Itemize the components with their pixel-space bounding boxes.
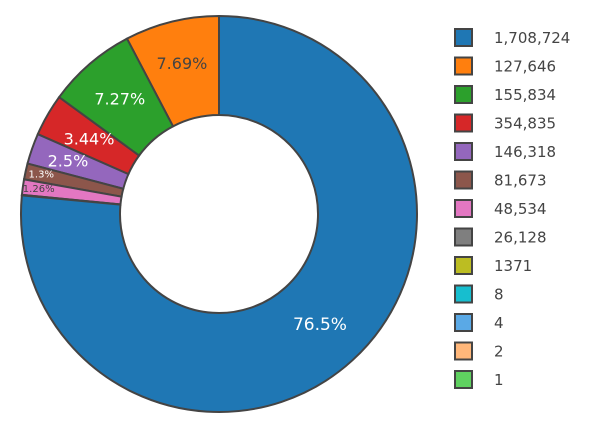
legend-item-0[interactable]: 1,708,724 xyxy=(454,28,570,47)
legend-label: 26,128 xyxy=(494,229,547,247)
slice-label-6: 1.26% xyxy=(23,184,55,195)
legend-swatch xyxy=(454,284,473,304)
legend-label: 127,646 xyxy=(494,58,556,76)
legend-label: 2 xyxy=(494,343,504,361)
legend-swatch xyxy=(454,370,473,389)
legend-item-3[interactable]: 354,835 xyxy=(454,113,556,133)
legend-label: 1371 xyxy=(494,257,532,275)
legend-swatch xyxy=(454,28,473,47)
legend-label: 146,318 xyxy=(494,143,556,161)
legend-swatch xyxy=(454,227,473,247)
legend-label: 4 xyxy=(494,314,504,332)
legend-label: 48,534 xyxy=(494,200,547,218)
legend-item-7[interactable]: 26,128 xyxy=(454,227,547,247)
slice-0[interactable] xyxy=(20,14,418,413)
slice-label-5: 1.3% xyxy=(29,169,54,180)
legend-label: 81,673 xyxy=(494,172,547,190)
legend-label: 155,834 xyxy=(494,86,556,104)
legend-item-4[interactable]: 146,318 xyxy=(454,142,556,161)
legend-item-6[interactable]: 48,534 xyxy=(454,199,547,218)
legend: 1,708,724 127,646 155,834 354,835 146,318 81,… xyxy=(454,28,570,389)
legend-swatch xyxy=(454,113,473,133)
legend-item-1[interactable]: 127,646 xyxy=(454,56,556,76)
slice-label-1: 7.69% xyxy=(157,54,208,73)
legend-item-5[interactable]: 81,673 xyxy=(454,170,547,190)
legend-label: 1,708,724 xyxy=(494,29,570,47)
legend-item-8[interactable]: 1371 xyxy=(454,256,532,275)
legend-swatch xyxy=(454,199,473,218)
slice-label-4: 2.5% xyxy=(48,152,89,171)
legend-swatch xyxy=(454,313,473,332)
legend-item-10[interactable]: 4 xyxy=(454,313,504,332)
legend-item-9[interactable]: 8 xyxy=(454,284,504,304)
legend-label: 1 xyxy=(494,371,504,389)
legend-item-11[interactable]: 2 xyxy=(454,341,504,361)
slice-labels: 7.69% 7.27% 3.44% 2.5%1.3% 1.26% 76.5% xyxy=(23,54,347,335)
slice-label-2: 7.27% xyxy=(94,89,145,108)
legend-label: 8 xyxy=(494,286,504,304)
legend-swatch xyxy=(454,256,473,275)
legend-swatch xyxy=(454,85,473,104)
legend-label: 354,835 xyxy=(494,115,556,133)
legend-swatch xyxy=(454,142,473,161)
slice-label-3: 3.44% xyxy=(64,130,115,149)
legend-item-2[interactable]: 155,834 xyxy=(454,85,556,104)
slices xyxy=(20,14,418,413)
legend-swatch xyxy=(454,56,473,76)
slice-label-0: 76.5% xyxy=(293,315,347,335)
legend-swatch xyxy=(454,170,473,190)
legend-item-12[interactable]: 1 xyxy=(454,370,504,389)
legend-swatch xyxy=(454,341,473,361)
